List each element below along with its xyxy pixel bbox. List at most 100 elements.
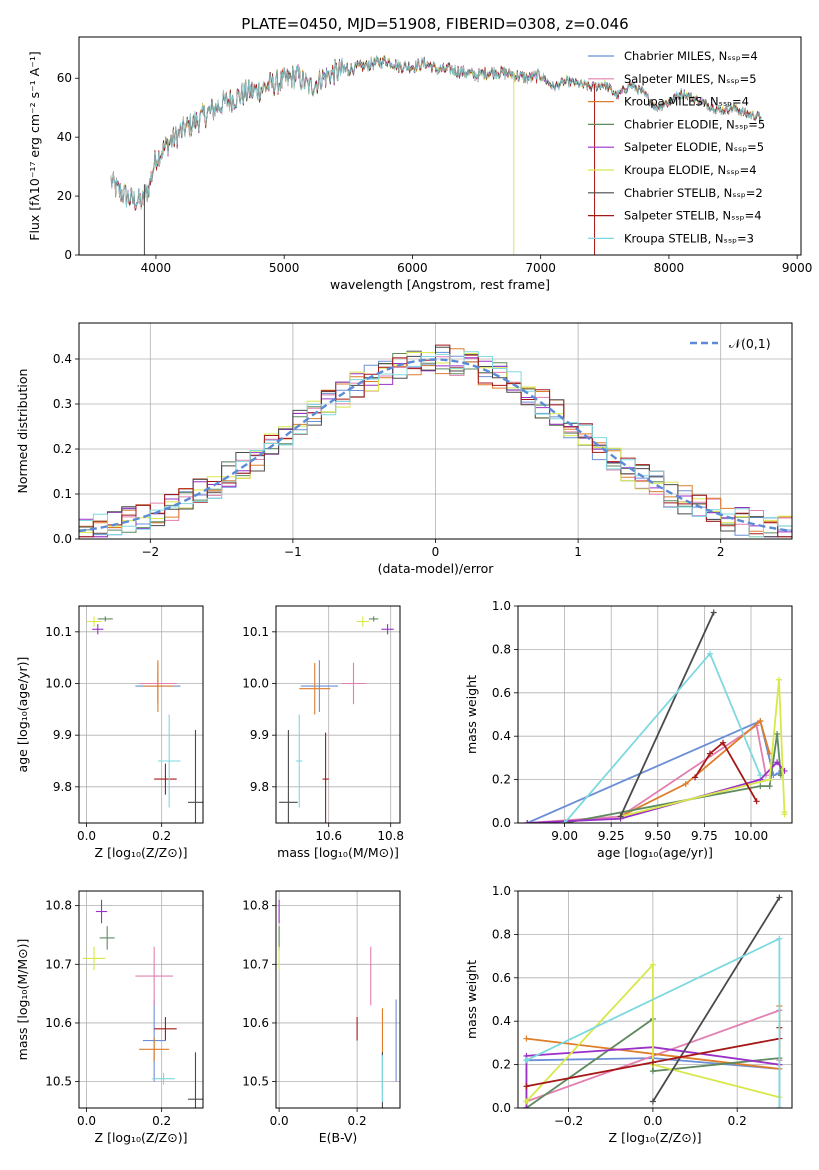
weight-marker-kroupa-elodie bbox=[523, 1098, 530, 1105]
x-axis-label: E(B-V) bbox=[319, 1130, 358, 1145]
weight-marker-kroupa-stelib bbox=[706, 650, 713, 657]
residuals-panel: −2 −1 0 1 2 0.0 0.1 0.2 0.3 0.4 (data-model)/error… bbox=[15, 322, 793, 576]
x-tick-label: 9.75 bbox=[691, 829, 718, 843]
y-tick-label: 10.8 bbox=[242, 899, 269, 913]
y-tick-label: 0.2 bbox=[53, 442, 72, 456]
spectrum-line-kroupa-stelib bbox=[110, 55, 762, 209]
weight-marker-chabrier-elodie bbox=[774, 731, 781, 738]
y-tick-label: 1.0 bbox=[492, 599, 511, 613]
y-tick-label: 10.8 bbox=[45, 899, 72, 913]
weight-marker-chabrier-stelib bbox=[710, 609, 717, 616]
y-tick-label: 10.6 bbox=[242, 1016, 269, 1030]
weight-marker-salpeter-elodie bbox=[524, 820, 531, 823]
y-tick-label: 0.4 bbox=[53, 352, 72, 366]
mass_vs_EBV-panel: 0.0 0.2 10.5 10.6 10.7 10.8 E(B-V) bbox=[242, 890, 401, 1145]
weight-marker-kroupa-elodie bbox=[781, 809, 788, 816]
y-tick-label: 10.5 bbox=[45, 1075, 72, 1089]
y-tick-label: 20 bbox=[57, 189, 72, 203]
x-tick-label: 10.6 bbox=[315, 829, 342, 843]
weight-line-chabrier-miles bbox=[526, 719, 780, 823]
weight-marker-kroupa-stelib bbox=[757, 772, 764, 779]
weight-marker-kroupa-miles bbox=[757, 718, 764, 725]
weight-marker-salpeter-stelib bbox=[523, 1083, 530, 1090]
y-tick-label: 9.8 bbox=[250, 780, 269, 794]
spectrum-panel: 4000 5000 6000 7000 8000 9000 0 20 40 60 wavelengt… bbox=[27, 36, 812, 292]
weight-marker-salpeter-elodie bbox=[774, 759, 781, 766]
legend-label: Kroupa MILES, Nₛₛₚ=4 bbox=[624, 95, 749, 109]
y-tick-label: 0.8 bbox=[492, 642, 511, 656]
weight-line-chabrier-stelib bbox=[619, 612, 715, 817]
legend-label: Chabrier MILES, Nₛₛₚ=4 bbox=[624, 49, 758, 63]
spectrum-line-salpeter-stelib bbox=[110, 55, 762, 212]
weight-marker-chabrier-elodie bbox=[649, 1068, 656, 1075]
y-tick-label: 40 bbox=[57, 130, 72, 144]
x-tick-label: 0.2 bbox=[152, 1114, 171, 1128]
age_vs_Z-panel: 0.0 0.2 9.8 9.9 10.0 10.1 Z [log₁₀(Z/Z⊙)] age [… bbox=[15, 605, 204, 860]
plot-area bbox=[82, 899, 203, 1108]
legend-label: Kroupa STELIB, Nₛₛₚ=3 bbox=[624, 231, 754, 245]
weight-marker-salpeter-stelib bbox=[649, 1059, 656, 1066]
weight-line-salpeter-miles bbox=[527, 723, 767, 823]
x-tick-label: 0.0 bbox=[270, 1114, 289, 1128]
y-tick-label: 0.2 bbox=[492, 1058, 511, 1072]
y-tick-label: 10.5 bbox=[242, 1075, 269, 1089]
weight-marker-kroupa-miles bbox=[523, 1035, 530, 1042]
y-tick-label: 10.1 bbox=[242, 625, 269, 639]
x-tick-label: 1 bbox=[574, 545, 582, 559]
plot-area bbox=[110, 55, 762, 255]
weight-marker-kroupa-elodie bbox=[649, 961, 656, 968]
y-axis-label: age [log₁₀(age/yr)] bbox=[15, 657, 30, 773]
plot-area bbox=[523, 894, 783, 1108]
plot-area bbox=[524, 609, 788, 823]
weight-marker-chabrier-elodie bbox=[766, 783, 773, 790]
axes-frame bbox=[517, 890, 793, 1109]
weight-line-salpeter-elodie bbox=[525, 1046, 780, 1108]
y-tick-label: 10.7 bbox=[242, 957, 269, 971]
y-tick-label: 9.9 bbox=[250, 728, 269, 742]
weight-line-kroupa-miles bbox=[620, 719, 771, 818]
x-tick-label: 6000 bbox=[397, 261, 428, 275]
x-axis-label: Z [log₁₀(Z/Z⊙)] bbox=[609, 1130, 702, 1145]
weight_vs_Z-panel: −0.2 0.0 0.2 0.0 0.2 0.4 0.6 0.8 1.0 Z [log₁₀(Z/Z… bbox=[464, 884, 793, 1145]
y-tick-label: 0.0 bbox=[492, 816, 511, 830]
axes-frame bbox=[275, 890, 401, 1109]
x-axis-label: (data-model)/error bbox=[378, 561, 495, 576]
y-tick-label: 10.7 bbox=[45, 957, 72, 971]
legend-label: Salpeter MILES, Nₛₛₚ=5 bbox=[624, 72, 757, 86]
x-tick-label: 10.00 bbox=[734, 829, 768, 843]
weight-marker-kroupa-stelib bbox=[561, 820, 568, 823]
x-tick-label: −2 bbox=[141, 545, 159, 559]
y-tick-label: 0.4 bbox=[492, 729, 511, 743]
x-tick-label: 9.50 bbox=[644, 829, 671, 843]
x-axis-label: wavelength [Angstrom, rest frame] bbox=[330, 277, 550, 292]
y-axis-label: Normed distribution bbox=[15, 369, 30, 494]
weight-line-chabrier-stelib bbox=[652, 897, 781, 1102]
y-tick-label: 1.0 bbox=[492, 884, 511, 898]
weight-marker-chabrier-stelib bbox=[776, 894, 783, 901]
gaussian-curve bbox=[79, 358, 792, 533]
weight-marker-salpeter-stelib bbox=[720, 739, 727, 746]
legend-label: Salpeter ELODIE, Nₛₛₚ=5 bbox=[624, 140, 764, 154]
x-tick-label: 7000 bbox=[525, 261, 556, 275]
legend-label: Chabrier ELODIE, Nₛₛₚ=5 bbox=[624, 117, 765, 131]
weight-marker-chabrier-stelib bbox=[649, 1098, 656, 1105]
y-tick-label: 0 bbox=[64, 248, 72, 262]
axes-frame bbox=[517, 605, 793, 824]
y-tick-label: 10.1 bbox=[45, 625, 72, 639]
mass_vs_Z-panel: 0.0 0.2 10.5 10.6 10.7 10.8 Z [log₁₀(Z/Z⊙)] mas… bbox=[15, 890, 204, 1145]
y-tick-label: 0.4 bbox=[492, 1014, 511, 1028]
plot-area bbox=[278, 899, 397, 1108]
y-tick-label: 0.0 bbox=[492, 1101, 511, 1115]
y-tick-label: 0.0 bbox=[53, 532, 72, 546]
y-axis-label: mass [log₁₀(M/M⊙)] bbox=[15, 939, 30, 1061]
x-tick-label: 0.2 bbox=[728, 1114, 747, 1128]
y-tick-label: 9.8 bbox=[53, 780, 72, 794]
y-tick-label: 0.6 bbox=[492, 686, 511, 700]
y-tick-label: 10.6 bbox=[45, 1016, 72, 1030]
weight-marker-kroupa-elodie bbox=[775, 676, 782, 683]
x-tick-label: 9.00 bbox=[551, 829, 578, 843]
age_vs_mass-panel: 10.6 10.8 9.8 9.9 10.0 10.1 mass [log₁₀(M/M⊙)] bbox=[242, 605, 404, 860]
y-tick-label: 0.1 bbox=[53, 487, 72, 501]
